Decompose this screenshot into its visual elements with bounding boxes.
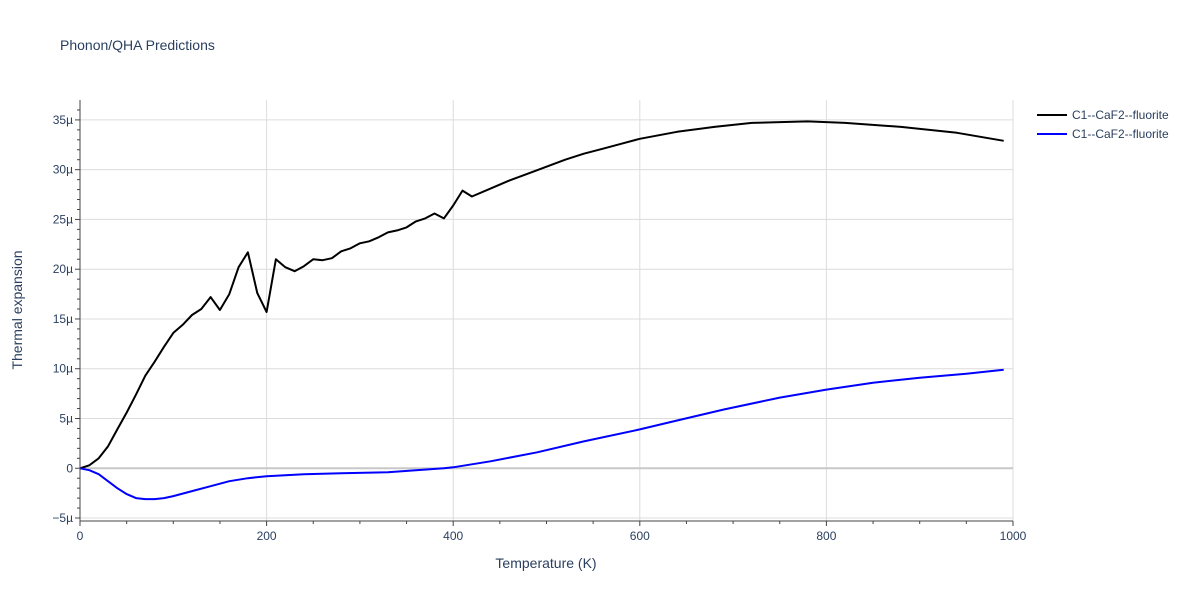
x-tick-label: 800 (816, 529, 836, 543)
y-tick-label: −5µ (52, 511, 73, 525)
y-tick-label: 0 (66, 461, 73, 475)
x-tick-label: 600 (630, 529, 650, 543)
grid-lines (80, 100, 1014, 521)
x-axis-label: Temperature (K) (495, 555, 596, 571)
legend-label: C1--CaF2--fluorite (1072, 108, 1169, 122)
y-tick-label: 35µ (53, 113, 73, 127)
legend-label: C1--CaF2--fluorite (1072, 127, 1169, 141)
x-tick-label: 0 (77, 529, 84, 543)
y-axis-label: Thermal expansion (9, 250, 25, 369)
legend[interactable]: C1--CaF2--fluorite C1--CaF2--fluorite (1037, 108, 1169, 141)
y-tick-label: 25µ (53, 212, 73, 226)
y-tick-labels: −5µ 0 5µ 10µ 15µ 20µ 25µ 30µ 35µ (52, 113, 73, 525)
data-series (79, 120, 1004, 501)
series-line-2[interactable] (79, 368, 1004, 501)
y-tick-label: 15µ (53, 312, 73, 326)
legend-item-1[interactable]: C1--CaF2--fluorite (1037, 108, 1169, 122)
x-tick-label: 200 (257, 529, 277, 543)
x-tick-label: 1000 (1000, 529, 1027, 543)
x-tick-labels: 0 200 400 600 800 1000 (77, 529, 1027, 543)
y-tick-label: 20µ (53, 262, 73, 276)
x-tick-label: 400 (443, 529, 463, 543)
series-line-1[interactable] (79, 120, 1004, 470)
y-tick-label: 30µ (53, 163, 73, 177)
y-tick-label: 10µ (53, 362, 73, 376)
axes (75, 100, 1014, 526)
chart-title: Phonon/QHA Predictions (60, 37, 215, 53)
legend-item-2[interactable]: C1--CaF2--fluorite (1037, 127, 1169, 141)
y-tick-label: 5µ (59, 411, 73, 425)
